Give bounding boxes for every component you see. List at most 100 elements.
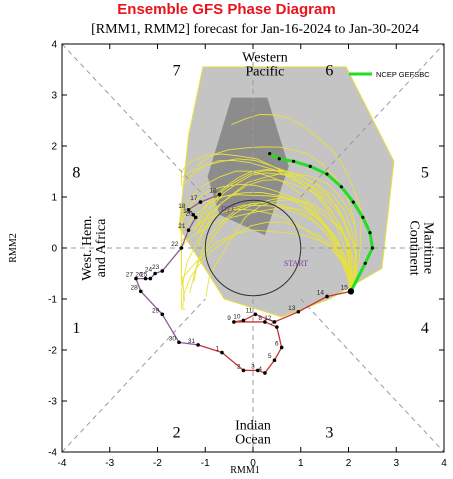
member-track [180, 192, 352, 292]
y-tick-label: 3 [51, 91, 57, 102]
forecast-point [368, 231, 372, 235]
member-track [197, 179, 352, 292]
observed-segment [274, 311, 299, 323]
forecast-mean-line [268, 152, 374, 293]
day-label: 4 [258, 366, 262, 373]
observed-point [253, 312, 258, 317]
phase-number: 4 [421, 320, 429, 337]
observed-point [241, 368, 246, 373]
day-label: 3 [251, 363, 255, 370]
observed-point [232, 320, 236, 324]
forecast-point [351, 200, 355, 204]
day-label: 25 [140, 272, 148, 279]
x-tick-label: -3 [105, 458, 114, 469]
day-label: 7 [270, 320, 274, 327]
observed-segment [161, 247, 182, 272]
member-track [196, 146, 357, 292]
phase-number: 8 [72, 165, 80, 182]
observed-segment [200, 193, 220, 203]
forecast-mean [268, 152, 374, 295]
day-label: 18 [178, 203, 186, 210]
day-label: 31 [188, 338, 196, 345]
observed-point [296, 309, 301, 314]
day-label: 28 [131, 284, 139, 291]
phase-number: 1 [72, 320, 80, 337]
y-tick-label: 0 [51, 244, 57, 255]
day-label: 15 [341, 284, 349, 291]
observed-point [263, 371, 267, 375]
observed-point [148, 276, 153, 281]
forecast-point [308, 164, 312, 168]
observed-point [220, 350, 224, 355]
region-label-line: Pacific [246, 64, 285, 79]
diagonal-guide [300, 43, 445, 198]
observed-point [160, 269, 165, 273]
day-label: 21 [178, 223, 186, 230]
observed-segment [178, 341, 199, 346]
forecast-start-point [347, 288, 355, 295]
member-track [182, 204, 352, 302]
forecast-point [277, 157, 281, 161]
diagonal-guide [300, 298, 445, 453]
observed-point [198, 200, 203, 204]
forecast-point [268, 152, 272, 156]
phase-number: 2 [173, 425, 181, 442]
observed-point [241, 318, 246, 323]
day-label: 12 [264, 315, 272, 322]
observed-segment [188, 201, 201, 211]
phase-number: 5 [421, 165, 429, 182]
observed-point [275, 325, 279, 329]
x-tick-label: 2 [346, 458, 352, 469]
ensemble-members [178, 66, 395, 318]
phase-number: 6 [325, 63, 333, 80]
legend-label: NCEP GEFSBC [376, 70, 430, 79]
observed-segment [243, 313, 256, 321]
day-label: 2 [237, 363, 241, 370]
day-label: 20 [185, 210, 193, 217]
phase-number: 3 [325, 425, 333, 442]
spread-inner [207, 97, 289, 236]
day-label: 11 [246, 307, 253, 314]
observed-point [143, 276, 148, 281]
x-tick-label: -1 [201, 458, 210, 469]
region-label-line: and Africa [94, 218, 109, 277]
member-track [180, 194, 352, 292]
day-label: 26 [135, 272, 143, 279]
observed-segment [264, 321, 278, 328]
day-label: 29 [152, 307, 160, 314]
observed-point [217, 192, 222, 197]
day-label: 17 [190, 195, 198, 202]
x-tick-label: 0 [250, 458, 256, 469]
day-label: 16 [209, 187, 217, 194]
day-label: 22 [171, 241, 179, 248]
region-label-line: Ocean [235, 433, 271, 448]
member-track [180, 229, 352, 310]
region-label-line: Indian [235, 419, 271, 434]
region-label-line: Maritime [421, 222, 436, 274]
forecast-point [339, 185, 343, 189]
observed-point [138, 289, 143, 294]
member-track [180, 183, 352, 292]
x-tick-label: -4 [58, 458, 67, 469]
member-track [231, 114, 362, 292]
observed-segment [255, 313, 275, 323]
y-tick-label: 4 [51, 40, 57, 51]
day-label: 30 [169, 335, 177, 342]
x-tick-label: -2 [153, 458, 162, 469]
y-tick-label: 2 [51, 142, 57, 153]
x-axis-label: RMM1 [230, 465, 259, 476]
day-label: 1 [215, 346, 219, 353]
forecast-point [361, 215, 365, 219]
member-track [182, 221, 352, 310]
observed-point [279, 345, 284, 350]
region-label-line: Western [242, 50, 288, 65]
day-label: 14 [317, 289, 325, 296]
y-tick-label: -3 [48, 397, 57, 408]
member-track [181, 159, 352, 292]
observed-point [191, 213, 196, 217]
